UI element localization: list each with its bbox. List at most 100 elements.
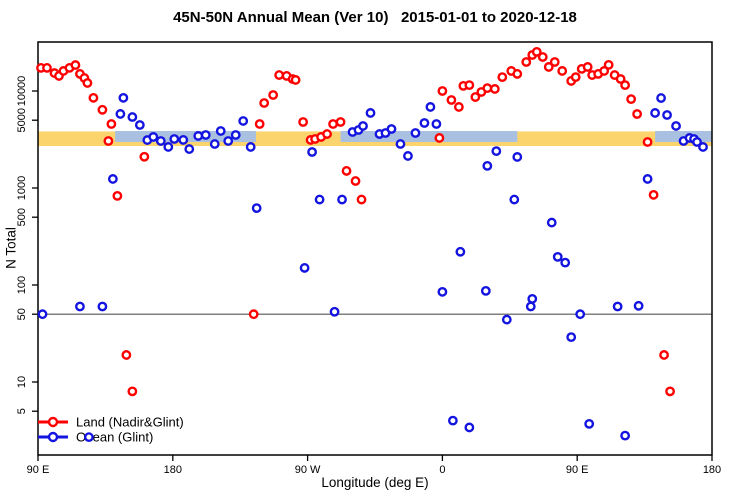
data-point-land	[665, 386, 675, 397]
data-point-ocean	[107, 174, 118, 184]
lightblue-band	[340, 130, 518, 143]
data-point-ocean	[698, 142, 708, 152]
data-point-land	[543, 62, 554, 72]
y-tick-label: 50	[16, 308, 28, 320]
data-point-ocean	[431, 119, 442, 129]
data-point-land	[97, 104, 108, 115]
data-point-land	[248, 309, 259, 320]
data-point-ocean	[480, 285, 491, 296]
data-point-land	[615, 74, 626, 84]
data-point-land	[139, 151, 150, 162]
data-point-ocean	[410, 128, 421, 138]
data-point-land	[603, 59, 614, 70]
data-point-ocean	[37, 309, 48, 320]
data-point-ocean	[419, 118, 430, 128]
legend-marker	[47, 416, 59, 428]
data-point-land	[453, 102, 464, 112]
data-point-ocean	[223, 136, 234, 146]
legend-label: Ocean (Glint)	[76, 430, 153, 445]
x-tick-label: 90 E	[27, 464, 50, 476]
data-point-ocean	[575, 309, 586, 320]
data-point-ocean	[403, 151, 413, 161]
data-point-land	[112, 190, 123, 201]
data-point-land	[599, 66, 610, 76]
x-tick-label: 180	[164, 464, 182, 476]
data-point-ocean	[525, 301, 536, 312]
data-point-ocean	[127, 112, 138, 122]
data-point-ocean	[314, 194, 325, 205]
data-point-ocean	[546, 217, 557, 228]
y-tick-label: 5	[16, 408, 28, 414]
data-point-ocean	[193, 131, 204, 141]
data-point-ocean	[337, 194, 347, 205]
plot-border	[37, 41, 713, 456]
x-tick-label: 90 W	[295, 464, 321, 476]
data-point-ocean	[662, 110, 672, 120]
data-point-ocean	[115, 109, 126, 119]
data-point-ocean	[84, 432, 94, 443]
data-point-ocean	[134, 120, 145, 130]
data-point-ocean	[299, 263, 310, 273]
data-point-land	[328, 119, 338, 129]
data-point-ocean	[692, 137, 702, 147]
data-point-ocean	[184, 144, 195, 154]
data-point-ocean	[620, 430, 631, 441]
data-point-land	[350, 176, 361, 186]
data-point-ocean	[215, 126, 226, 136]
y-tick-label: 500	[16, 208, 28, 226]
data-point-ocean	[512, 152, 523, 162]
data-point-land	[537, 52, 548, 62]
data-point-ocean	[163, 142, 174, 152]
data-point-land	[521, 57, 532, 67]
data-point-ocean	[560, 257, 571, 268]
data-point-ocean	[482, 160, 493, 171]
y-tick-label: 100	[16, 276, 28, 294]
data-point-land	[570, 72, 581, 83]
data-point-land	[356, 194, 367, 205]
data-point-ocean	[358, 121, 368, 131]
data-point-land	[557, 66, 568, 76]
x-tick-label: 90 E	[566, 464, 589, 476]
data-point-ocean	[97, 301, 108, 312]
legend-marker	[47, 431, 59, 443]
data-point-land	[254, 119, 265, 129]
legend-label: Land (Nadir&Glint)	[76, 415, 184, 430]
y-tick-label: 10	[16, 376, 28, 388]
data-point-ocean	[230, 130, 241, 140]
x-axis-title: Longitude (deg E)	[321, 475, 429, 490]
data-point-ocean	[491, 146, 502, 157]
data-point-land	[322, 129, 332, 139]
data-point-ocean	[200, 130, 211, 140]
data-point-land	[274, 70, 285, 80]
data-point-ocean	[584, 418, 595, 429]
data-point-ocean	[307, 147, 317, 157]
data-point-land	[642, 137, 653, 147]
data-point-ocean	[447, 415, 458, 426]
data-point-land	[106, 119, 117, 129]
data-point-ocean	[169, 134, 180, 144]
data-point-land	[549, 57, 560, 67]
data-point-ocean	[656, 93, 666, 103]
data-point-land	[632, 109, 643, 119]
data-point-land	[103, 136, 114, 146]
data-point-ocean	[238, 116, 249, 126]
data-point-land	[659, 350, 669, 360]
data-point-ocean	[329, 306, 340, 317]
data-point-land	[531, 46, 542, 57]
data-point-ocean	[365, 108, 376, 118]
data-point-land	[512, 69, 523, 79]
data-point-land	[626, 94, 637, 105]
data-point-ocean	[251, 203, 262, 214]
data-point-ocean	[671, 121, 681, 131]
data-point-land	[335, 117, 346, 127]
data-point-land	[298, 117, 309, 127]
data-point-ocean	[501, 314, 512, 325]
data-point-land	[88, 92, 99, 103]
data-point-land	[268, 90, 279, 100]
data-point-ocean	[386, 124, 397, 134]
data-point-land	[437, 86, 448, 96]
data-point-ocean	[178, 135, 189, 145]
data-point-land	[470, 92, 481, 102]
